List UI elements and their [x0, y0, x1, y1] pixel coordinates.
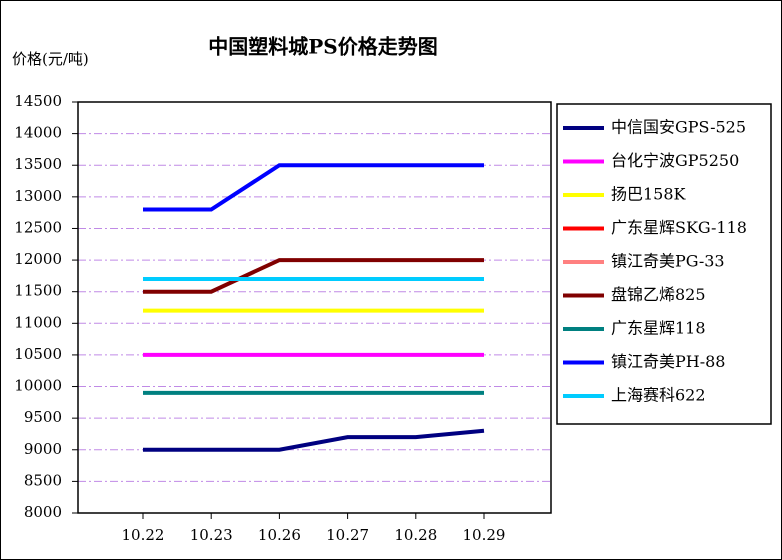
- legend-label: 中信国安GPS-525: [611, 118, 746, 137]
- y-tick-label: 8000: [24, 503, 62, 521]
- series-line: [143, 428, 485, 452]
- legend-label: 镇江奇美PH-88: [611, 352, 726, 371]
- x-tick-label: 10.22: [122, 526, 165, 544]
- x-tick-label: 10.28: [394, 526, 437, 544]
- x-tick-label: 10.27: [326, 526, 369, 544]
- y-tick-label: 11500: [14, 282, 62, 300]
- plot-border: [77, 101, 552, 514]
- y-tick-label: 13000: [14, 187, 62, 205]
- legend-label: 广东星辉SKG-118: [611, 218, 747, 237]
- y-tick-label: 10000: [14, 377, 62, 395]
- chart-title: 中国塑料城PS价格走势图: [208, 35, 437, 59]
- x-tick-label: 10.23: [190, 526, 233, 544]
- series-line: [143, 163, 484, 212]
- y-tick-label: 8500: [24, 471, 62, 489]
- y-tick-label: 14000: [14, 124, 62, 142]
- y-tick-label: 9000: [24, 440, 62, 458]
- y-tick-label: 13500: [14, 155, 62, 173]
- y-tick-label: 12000: [14, 250, 62, 268]
- series-line: [143, 258, 484, 294]
- legend-label: 盘锦乙烯825: [611, 285, 706, 304]
- y-tick-label: 11000: [14, 313, 62, 331]
- y-tick-label: 10500: [14, 345, 62, 363]
- y-tick-label: 12500: [14, 218, 62, 236]
- legend-label: 广东星辉118: [611, 319, 706, 338]
- y-tick-label: 14500: [14, 92, 62, 110]
- legend-label: 上海赛科622: [611, 386, 706, 405]
- y-tick-label: 9500: [24, 408, 62, 426]
- legend-label: 扬巴158K: [611, 185, 687, 204]
- x-tick-label: 10.26: [258, 526, 301, 544]
- legend-label: 镇江奇美PG-33: [611, 252, 725, 271]
- x-tick-label: 10.29: [463, 526, 506, 544]
- y-axis-label: 价格(元/吨): [12, 50, 89, 68]
- legend-label: 台化宁波GP5250: [611, 151, 739, 170]
